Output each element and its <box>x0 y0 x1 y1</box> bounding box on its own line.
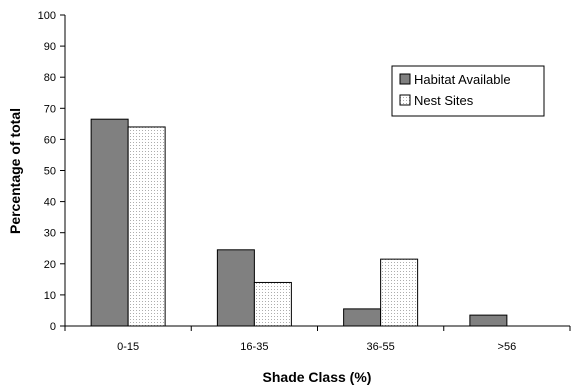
y-tick-label: 90 <box>44 41 56 53</box>
x-tick-label: >56 <box>498 341 517 353</box>
bar-habitat-available-56 <box>469 314 508 327</box>
x-axis-title: Shade Class (%) <box>263 369 372 385</box>
bar-habitat-available-16-35 <box>216 249 255 327</box>
x-tick-label: 16-35 <box>240 341 268 353</box>
legend-swatch-habitat-available <box>399 73 411 85</box>
y-tick-label: 60 <box>44 134 56 146</box>
legend-box <box>391 65 545 117</box>
plot-area: 0 10 20 30 40 50 60 70 80 90 100 0-15 16-35 36-55 >56 <box>38 10 571 353</box>
x-tick-label: 0-15 <box>117 341 139 353</box>
x-tick-label: 36-55 <box>367 341 395 353</box>
bar-nest-sites-0-15 <box>127 126 166 327</box>
y-tick-label: 0 <box>50 321 56 333</box>
legend-swatch-nest-sites <box>399 94 411 106</box>
y-tick-label: 100 <box>38 10 56 22</box>
bar-nest-sites-16-35 <box>253 281 292 327</box>
y-tick-label: 10 <box>44 290 56 302</box>
bar-habitat-available-0-15 <box>90 118 129 327</box>
y-tick-label: 80 <box>44 72 56 84</box>
y-tick-label: 40 <box>44 197 56 209</box>
y-axis-title: Percentage of total <box>7 108 23 234</box>
y-tick-label: 30 <box>44 228 56 240</box>
legend-label-habitat-available: Habitat Available <box>414 72 511 87</box>
y-tick-label: 50 <box>44 166 56 178</box>
legend: Habitat Available Nest Sites <box>391 65 545 117</box>
y-tick-label: 70 <box>44 103 56 115</box>
legend-label-nest-sites: Nest Sites <box>414 93 474 108</box>
bar-nest-sites-36-55 <box>380 258 419 327</box>
y-tick-label: 20 <box>44 259 56 271</box>
bar-habitat-available-36-55 <box>343 308 382 327</box>
